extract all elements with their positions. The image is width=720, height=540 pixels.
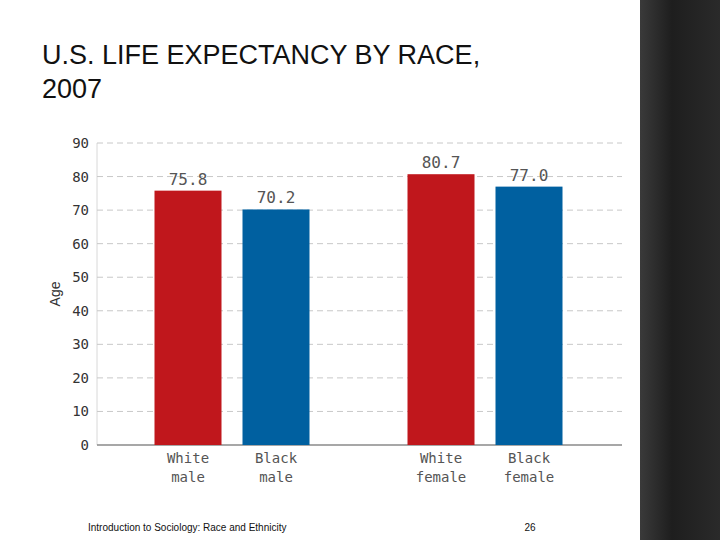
y-tick-label: 40	[72, 303, 89, 319]
category-label: White male	[167, 450, 209, 485]
y-tick-label: 50	[72, 269, 89, 285]
y-tick-label: 30	[72, 336, 89, 352]
y-tick-label: 60	[72, 236, 89, 252]
data-label: 80.7	[422, 153, 461, 172]
side-panel	[640, 0, 720, 540]
data-label: 77.0	[510, 166, 549, 185]
title-line: 2007	[42, 74, 102, 104]
category-word: White	[420, 450, 462, 466]
y-tick-label: 70	[72, 202, 89, 218]
y-tick-label: 90	[72, 135, 89, 151]
title-line: U.S. LIFE EXPECTANCY BY RACE,	[42, 40, 480, 70]
y-axis-line	[97, 143, 98, 445]
category-word: male	[259, 469, 293, 485]
data-label: 70.2	[257, 188, 296, 207]
category-label: Black female	[504, 450, 555, 485]
footer-source: Introduction to Sociology: Race and Ethn…	[88, 522, 286, 533]
bar	[243, 209, 310, 445]
chart: U.S. LIFE EXPECTANCY BY RACE, 2007 0 10 20 30…	[0, 0, 720, 540]
category-word: White	[167, 450, 209, 466]
category-word: female	[504, 469, 555, 485]
chart-title: U.S. LIFE EXPECTANCY BY RACE, 2007	[42, 40, 480, 104]
slide: U.S. LIFE EXPECTANCY BY RACE, 2007 0 10 20 30…	[0, 0, 720, 540]
y-tick-label: 80	[72, 169, 89, 185]
data-label: 75.8	[169, 170, 208, 189]
bars	[155, 174, 563, 445]
y-tick-label: 0	[81, 437, 89, 453]
bar	[496, 187, 563, 445]
category-word: Black	[255, 450, 298, 466]
bar	[155, 191, 222, 445]
grid-line	[97, 143, 622, 144]
bar	[408, 174, 475, 445]
category-label: Black male	[255, 450, 298, 485]
category-word: Black	[508, 450, 551, 466]
category-label: White female	[416, 450, 467, 485]
y-tick-label: 10	[72, 403, 89, 419]
y-tick-label: 20	[72, 370, 89, 386]
category-word: male	[171, 469, 205, 485]
category-word: female	[416, 469, 467, 485]
y-axis-label: Age	[47, 281, 63, 306]
page-number: 26	[524, 522, 536, 533]
